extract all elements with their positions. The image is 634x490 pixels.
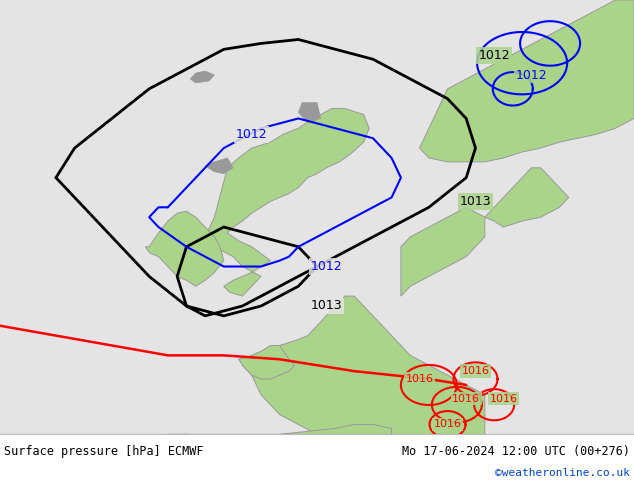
- Polygon shape: [401, 207, 485, 296]
- Polygon shape: [145, 211, 224, 286]
- Text: ©weatheronline.co.uk: ©weatheronline.co.uk: [495, 468, 630, 478]
- Text: Mo 17-06-2024 12:00 UTC (00+276): Mo 17-06-2024 12:00 UTC (00+276): [402, 444, 630, 458]
- Polygon shape: [238, 345, 295, 379]
- Polygon shape: [205, 158, 233, 174]
- Bar: [0, 434, 634, 490]
- Text: 1016: 1016: [462, 366, 489, 376]
- Text: 1012: 1012: [236, 128, 268, 141]
- Text: 1012: 1012: [311, 260, 342, 273]
- Polygon shape: [168, 424, 392, 440]
- Text: 1012: 1012: [478, 49, 510, 62]
- Text: 1016: 1016: [434, 419, 462, 429]
- Text: 1013: 1013: [460, 195, 491, 208]
- Text: 1016: 1016: [452, 394, 480, 404]
- Polygon shape: [205, 109, 369, 296]
- Text: 1016: 1016: [406, 374, 434, 384]
- Polygon shape: [190, 71, 214, 83]
- Polygon shape: [420, 0, 634, 162]
- Text: 1012: 1012: [515, 69, 547, 81]
- Text: 1013: 1013: [311, 299, 342, 313]
- Polygon shape: [299, 103, 321, 122]
- Text: Surface pressure [hPa] ECMWF: Surface pressure [hPa] ECMWF: [4, 444, 204, 458]
- Text: 1016: 1016: [489, 394, 517, 404]
- Polygon shape: [485, 168, 569, 227]
- Polygon shape: [242, 296, 485, 434]
